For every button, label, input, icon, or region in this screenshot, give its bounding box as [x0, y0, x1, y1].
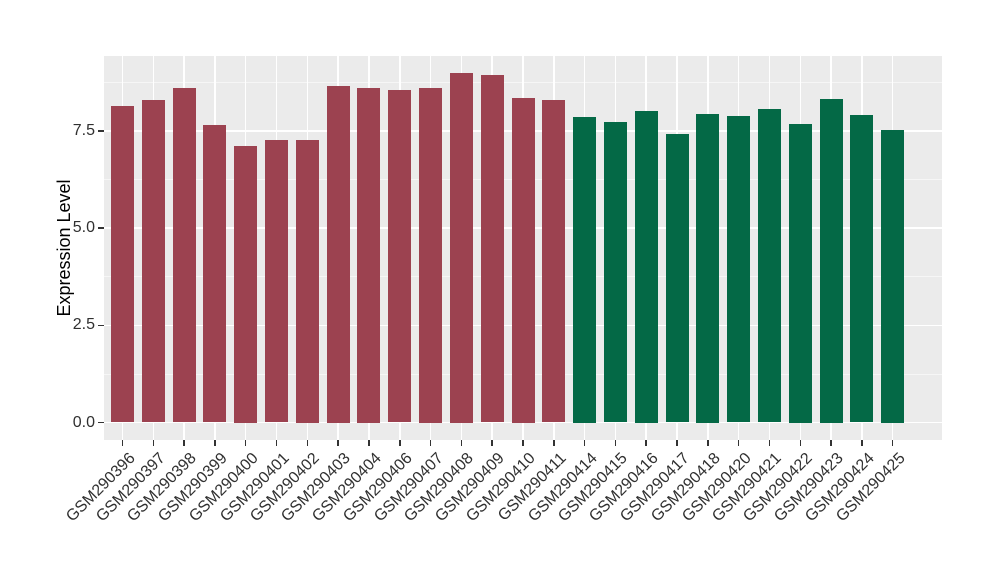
y-tick-mark: [98, 421, 104, 424]
bar-GSM290406: [388, 90, 412, 423]
bar-GSM290425: [881, 129, 905, 423]
x-tick-mark: [121, 440, 124, 446]
bar-GSM290401: [265, 139, 289, 423]
y-tick-label: 5.0: [72, 219, 95, 237]
x-tick-mark: [522, 440, 524, 446]
x-tick-mark: [830, 440, 832, 446]
bar-GSM290410: [511, 98, 535, 423]
bar-GSM290414: [573, 116, 597, 423]
bar-GSM290415: [603, 121, 627, 423]
x-tick-mark: [214, 440, 216, 446]
x-tick-mark: [460, 440, 463, 446]
bar-GSM290403: [326, 85, 350, 423]
y-tick-mark: [98, 324, 104, 327]
bar-GSM290396: [110, 106, 134, 423]
x-tick-mark: [429, 440, 432, 446]
x-tick-mark: [244, 440, 247, 446]
x-tick-mark: [645, 440, 647, 446]
bar-GSM290421: [757, 108, 781, 423]
x-tick-mark: [768, 440, 771, 446]
bar-GSM290402: [295, 139, 319, 423]
x-tick-mark: [583, 440, 586, 446]
y-axis-title: Expression Level: [54, 179, 74, 317]
bar-GSM290399: [203, 125, 227, 423]
bar-GSM290397: [141, 99, 165, 423]
bar-GSM290420: [727, 115, 751, 423]
x-tick-mark: [861, 440, 863, 446]
bar-GSM290407: [419, 88, 443, 423]
bar-GSM290409: [480, 75, 504, 423]
x-tick-mark: [399, 440, 401, 446]
y-tick-label: 2.5: [72, 316, 95, 334]
y-tick-mark: [98, 227, 104, 229]
bar-GSM290422: [788, 124, 812, 423]
bar-GSM290408: [449, 73, 473, 423]
x-tick-mark: [614, 440, 617, 446]
bar-GSM290411: [542, 99, 566, 423]
bar-GSM290398: [172, 87, 196, 423]
x-tick-mark: [737, 440, 740, 446]
x-tick-mark: [368, 440, 370, 446]
y-tick-mark: [98, 130, 104, 132]
x-tick-mark: [491, 440, 493, 446]
bar-GSM290400: [234, 145, 258, 423]
y-tick-label: 7.5: [72, 122, 95, 139]
x-tick-mark: [553, 440, 555, 446]
x-tick-mark: [337, 440, 339, 446]
bar-GSM290416: [634, 111, 658, 423]
x-tick-mark: [891, 440, 894, 446]
x-tick-mark: [152, 440, 155, 446]
x-tick-mark: [275, 440, 278, 446]
x-tick-mark: [183, 440, 185, 446]
x-tick-mark: [306, 440, 309, 446]
bar-GSM290418: [696, 113, 720, 423]
x-tick-mark: [707, 440, 709, 446]
bar-GSM290424: [850, 115, 874, 423]
bar-GSM290404: [357, 88, 381, 423]
x-tick-mark: [799, 440, 802, 446]
y-tick-label: 0.0: [72, 413, 95, 431]
bar-GSM290417: [665, 134, 689, 423]
x-tick-mark: [676, 440, 678, 446]
bar-GSM290423: [819, 99, 843, 423]
